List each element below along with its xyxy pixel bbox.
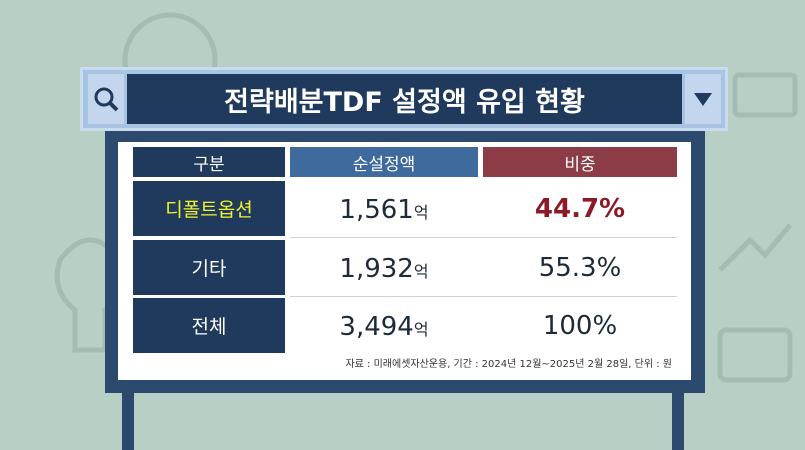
row-divider (290, 296, 677, 297)
amount-cell: 1,932 억 (290, 240, 478, 295)
amount: 1,932 (339, 254, 414, 284)
share-cell: 44.7% (534, 193, 626, 224)
dropdown-button[interactable] (685, 74, 721, 124)
search-button[interactable] (88, 74, 124, 124)
source-note: 자료 : 미래에셋자산운용, 기간 : 2024년 12월~2025년 2월 2… (345, 359, 672, 370)
amount: 3,494 (339, 312, 414, 342)
unit: 억 (413, 320, 429, 339)
share-cell: 100% (542, 310, 618, 341)
row-label: 디폴트옵션 (133, 181, 285, 236)
row-divider (290, 237, 677, 238)
row-label: 전체 (133, 298, 285, 353)
amount-cell: 1,561 억 (290, 181, 478, 236)
unit: 억 (413, 262, 429, 281)
column-header: 구분 (133, 147, 285, 177)
title: 전략배분TDF 설정액 유입 현황 (127, 74, 682, 124)
column-header: 순설정액 (290, 147, 478, 177)
unit: 억 (413, 203, 429, 222)
share-cell: 55.3% (538, 252, 622, 283)
column-header: 비중 (483, 147, 677, 177)
row-label: 기타 (133, 240, 285, 295)
amount: 1,561 (339, 195, 414, 225)
amount-cell: 3,494 억 (290, 298, 478, 353)
